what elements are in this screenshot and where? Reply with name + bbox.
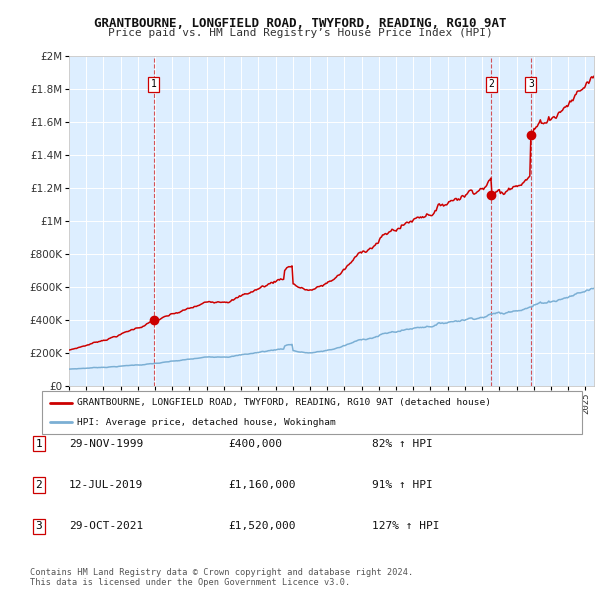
Text: 91% ↑ HPI: 91% ↑ HPI: [372, 480, 433, 490]
Text: Contains HM Land Registry data © Crown copyright and database right 2024.: Contains HM Land Registry data © Crown c…: [30, 568, 413, 576]
Text: £400,000: £400,000: [228, 439, 282, 448]
Text: 127% ↑ HPI: 127% ↑ HPI: [372, 522, 439, 531]
FancyBboxPatch shape: [42, 391, 582, 434]
Text: £1,520,000: £1,520,000: [228, 522, 296, 531]
Text: GRANTBOURNE, LONGFIELD ROAD, TWYFORD, READING, RG10 9AT: GRANTBOURNE, LONGFIELD ROAD, TWYFORD, RE…: [94, 17, 506, 30]
Text: GRANTBOURNE, LONGFIELD ROAD, TWYFORD, READING, RG10 9AT (detached house): GRANTBOURNE, LONGFIELD ROAD, TWYFORD, RE…: [77, 398, 491, 407]
Text: 2: 2: [35, 480, 43, 490]
Text: £1,160,000: £1,160,000: [228, 480, 296, 490]
Text: 1: 1: [151, 79, 157, 89]
Text: 12-JUL-2019: 12-JUL-2019: [69, 480, 143, 490]
Text: 2: 2: [488, 79, 494, 89]
Text: 3: 3: [528, 79, 534, 89]
Text: 1: 1: [35, 439, 43, 448]
Text: Price paid vs. HM Land Registry’s House Price Index (HPI): Price paid vs. HM Land Registry’s House …: [107, 28, 493, 38]
Text: 29-NOV-1999: 29-NOV-1999: [69, 439, 143, 448]
Text: 3: 3: [35, 522, 43, 531]
Text: HPI: Average price, detached house, Wokingham: HPI: Average price, detached house, Woki…: [77, 418, 336, 427]
Text: 29-OCT-2021: 29-OCT-2021: [69, 522, 143, 531]
Text: This data is licensed under the Open Government Licence v3.0.: This data is licensed under the Open Gov…: [30, 578, 350, 587]
Text: 82% ↑ HPI: 82% ↑ HPI: [372, 439, 433, 448]
